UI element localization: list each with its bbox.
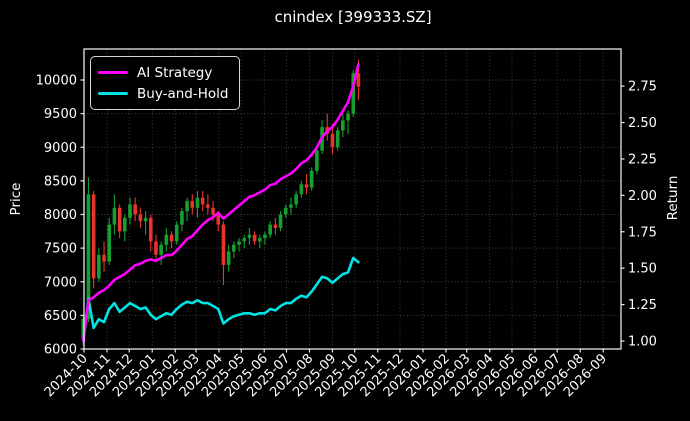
ai-strategy-line xyxy=(82,63,360,343)
candle-down xyxy=(102,254,106,262)
right-tick-label: 2.50 xyxy=(628,116,657,131)
candle-up xyxy=(294,194,298,205)
candle-up xyxy=(283,207,288,215)
left-tick-label: 9500 xyxy=(44,107,77,122)
candle-up xyxy=(346,113,350,121)
candle-up xyxy=(81,318,86,339)
candle-up xyxy=(164,234,169,245)
y-axis-label-return: Return xyxy=(665,175,681,221)
left-tick-label: 6000 xyxy=(44,343,77,358)
candle-down xyxy=(200,197,205,205)
candle-up xyxy=(180,211,184,225)
candle-down xyxy=(117,207,122,232)
candle-up xyxy=(278,214,283,228)
candle-down xyxy=(148,217,153,242)
buy-and-hold-line xyxy=(82,256,360,343)
candle-up xyxy=(232,244,236,252)
candle-up xyxy=(351,73,356,114)
candle-down xyxy=(216,214,221,225)
candle-up xyxy=(185,201,189,212)
plot-border xyxy=(83,48,622,350)
candle-down xyxy=(252,234,257,242)
ai-strategy-line-swatch xyxy=(98,70,128,75)
right-tick-label: 1.50 xyxy=(628,262,657,277)
candle-up xyxy=(263,234,267,239)
candle-down xyxy=(273,224,278,228)
tick-marks xyxy=(80,79,625,353)
legend-item-ai-strategy: AI Strategy xyxy=(98,62,228,83)
candle-up xyxy=(112,207,117,225)
candle-down xyxy=(138,214,143,222)
buy-and-hold-line-swatch xyxy=(98,91,128,96)
legend-label: AI Strategy xyxy=(137,64,213,81)
candle-up xyxy=(159,244,163,255)
candle-down xyxy=(330,133,335,148)
left-tick-label: 10000 xyxy=(36,74,77,89)
candle-up xyxy=(335,130,340,148)
candle-up xyxy=(97,254,101,279)
candle-up xyxy=(341,120,345,131)
left-tick-label: 9000 xyxy=(44,141,77,156)
legend-item-buy-and-hold: Buy-and-Hold xyxy=(98,83,228,104)
legend-label: Buy-and-Hold xyxy=(137,85,229,102)
candle-up xyxy=(309,170,314,188)
candle-up xyxy=(289,204,293,208)
candle-down xyxy=(91,194,96,279)
candle-up xyxy=(143,217,148,222)
candle-down xyxy=(356,73,361,87)
right-tick-label: 1.00 xyxy=(628,335,657,350)
candle-up xyxy=(315,150,319,171)
candle-up xyxy=(86,194,91,319)
left-tick-label: 7000 xyxy=(44,275,77,290)
candle-down xyxy=(211,207,215,215)
candle-down xyxy=(304,184,309,188)
right-tick-label: 2.25 xyxy=(628,152,657,167)
left-tick-label: 8000 xyxy=(44,208,77,223)
candle-up xyxy=(257,238,262,242)
candle-down xyxy=(169,234,174,242)
candle-down xyxy=(133,204,137,215)
gridlines xyxy=(83,49,621,349)
candle-up xyxy=(299,184,304,195)
left-tick-label: 6500 xyxy=(44,309,77,324)
candle-down xyxy=(190,201,195,208)
candle-down xyxy=(154,241,158,255)
left-tick-label: 8500 xyxy=(44,174,77,189)
right-tick-label: 2.75 xyxy=(628,80,657,95)
candle-up xyxy=(237,241,241,245)
legend: AI Strategy Buy-and-Hold xyxy=(90,56,241,110)
left-tick-label: 7500 xyxy=(44,242,77,257)
candle-up xyxy=(174,224,179,242)
right-tick-label: 1.25 xyxy=(628,298,657,313)
candle-down xyxy=(221,224,226,265)
candle-up xyxy=(122,217,127,232)
candle-up xyxy=(247,234,252,239)
y-axis-label-price: Price xyxy=(8,182,24,216)
candle-up xyxy=(268,224,272,235)
candle-up xyxy=(242,238,247,242)
right-tick-label: 2.00 xyxy=(628,189,657,204)
candle-up xyxy=(226,251,231,265)
candle-up xyxy=(107,224,112,262)
candle-up xyxy=(195,197,200,208)
right-tick-label: 1.75 xyxy=(628,225,657,240)
tick-labels: 6000 6500 7000 7500 8000 8500 9000 9500 10000 1.0… xyxy=(36,74,657,401)
chart-title: cnindex [399333.SZ] xyxy=(274,8,432,26)
candle-down xyxy=(206,204,210,208)
candle-up xyxy=(128,204,132,218)
